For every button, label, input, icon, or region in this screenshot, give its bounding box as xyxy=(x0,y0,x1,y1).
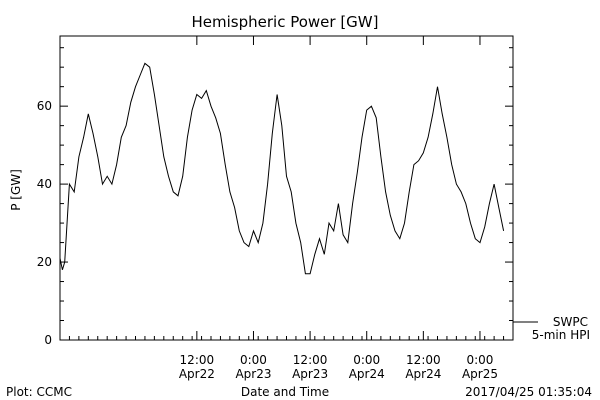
x-tick-label-time: 12:00 xyxy=(180,353,215,367)
y-tick-label: 20 xyxy=(37,255,52,269)
x-tick-label-time: 12:00 xyxy=(406,353,441,367)
x-tick-label-time: 12:00 xyxy=(293,353,328,367)
y-tick-label: 60 xyxy=(37,99,52,113)
plot-frame xyxy=(59,35,514,341)
footer-plot-credit: Plot: CCMC xyxy=(6,385,72,399)
x-tick-label-date: Apr23 xyxy=(235,367,271,381)
hpi-series-line xyxy=(59,62,505,275)
x-tick-label-time: 0:00 xyxy=(466,353,493,367)
x-tick-label-time: 0:00 xyxy=(353,353,380,367)
x-tick-label-date: Apr23 xyxy=(292,367,328,381)
y-axis-label: P [GW] xyxy=(9,169,23,211)
y-tick-label: 0 xyxy=(44,333,52,347)
x-tick-label-date: Apr25 xyxy=(462,367,498,381)
footer-timestamp: 2017/04/25 01:35:04 xyxy=(465,385,592,399)
x-tick-label-date: Apr24 xyxy=(405,367,441,381)
legend-label-line1: SWPC xyxy=(553,315,588,329)
legend-label-line2: 5-min HPI xyxy=(532,328,590,342)
x-axis: 12:00Apr220:00Apr2312:00Apr230:00Apr2412… xyxy=(59,36,514,381)
x-tick-label-date: Apr24 xyxy=(349,367,385,381)
x-tick-label-date: Apr22 xyxy=(179,367,215,381)
x-axis-label: Date and Time xyxy=(241,385,329,399)
chart-title: Hemispheric Power [GW] xyxy=(192,13,379,31)
y-axis: 0 20 40 60 xyxy=(37,47,513,347)
x-tick-label-time: 0:00 xyxy=(240,353,267,367)
y-tick-label: 40 xyxy=(37,177,52,191)
